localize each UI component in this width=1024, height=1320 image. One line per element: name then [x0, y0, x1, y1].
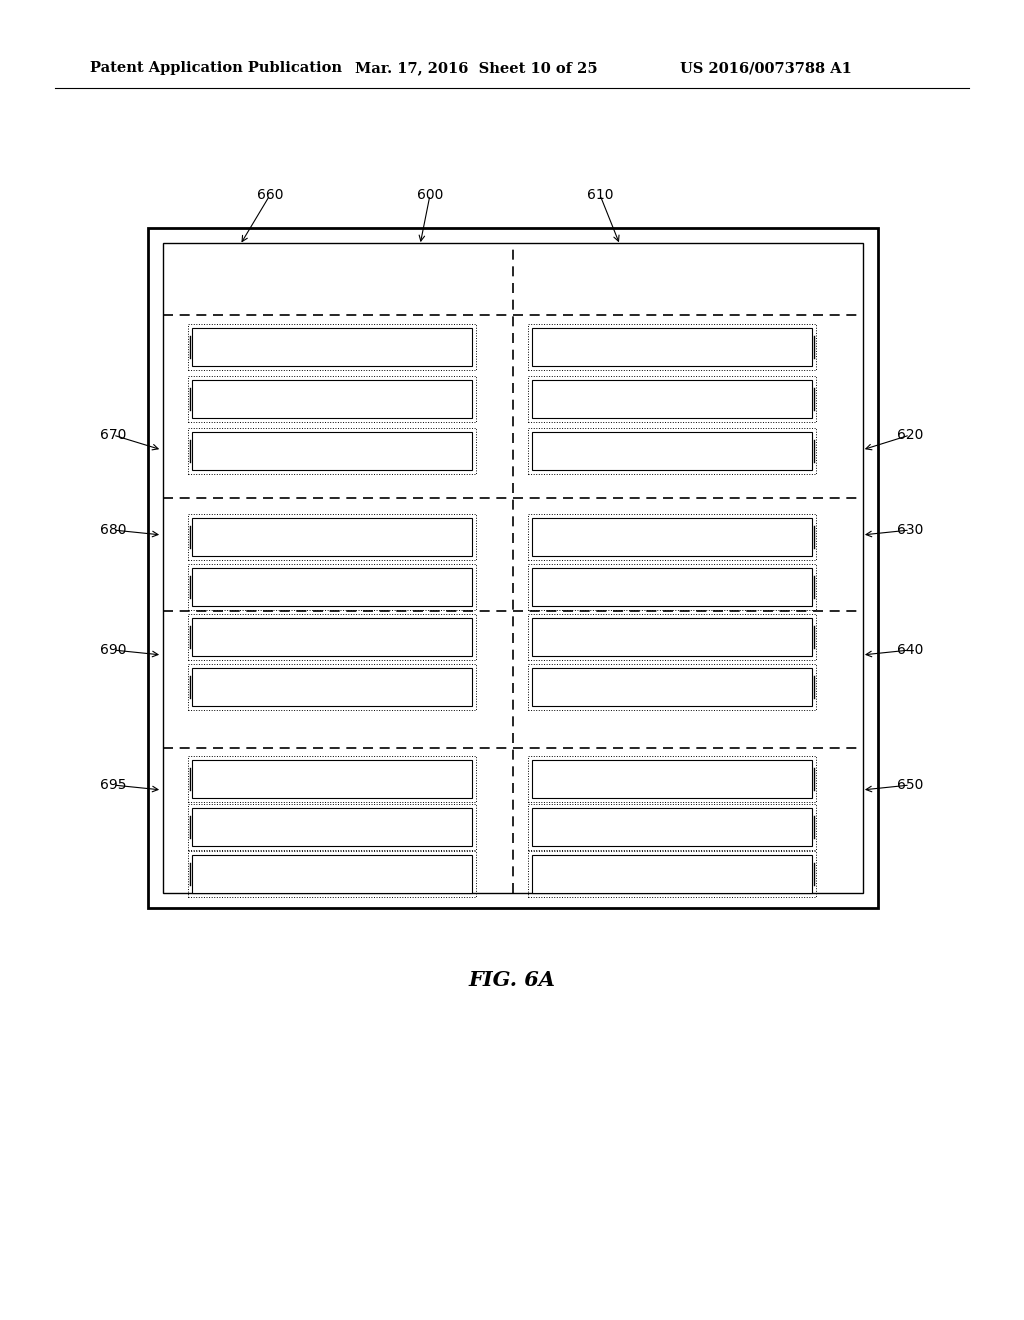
Bar [193, 568, 472, 606]
Text: 620: 620 [897, 428, 924, 442]
Text: 660: 660 [257, 187, 284, 202]
Bar [193, 380, 472, 418]
Text: Mar. 17, 2016  Sheet 10 of 25: Mar. 17, 2016 Sheet 10 of 25 [355, 61, 598, 75]
Bar [188, 513, 476, 560]
Bar [528, 513, 816, 560]
Text: 610: 610 [587, 187, 613, 202]
Bar [532, 760, 812, 799]
Text: Patent Application Publication: Patent Application Publication [90, 61, 342, 75]
Text: 680: 680 [99, 523, 126, 537]
Text: US 2016/0073788 A1: US 2016/0073788 A1 [680, 61, 852, 75]
Bar [193, 760, 472, 799]
Text: 600: 600 [417, 187, 443, 202]
Text: 630: 630 [897, 523, 924, 537]
Bar [188, 428, 476, 474]
Bar [193, 618, 472, 656]
Bar [532, 668, 812, 706]
Bar [528, 376, 816, 422]
Text: FIG. 6A: FIG. 6A [469, 970, 555, 990]
Bar [193, 517, 472, 556]
Bar [528, 756, 816, 803]
Bar [188, 564, 476, 610]
Bar [532, 327, 812, 366]
Bar [188, 614, 476, 660]
Bar [528, 323, 816, 370]
Text: 640: 640 [897, 643, 924, 657]
Bar [532, 517, 812, 556]
Text: 690: 690 [99, 643, 126, 657]
Bar [528, 804, 816, 850]
Bar [193, 327, 472, 366]
Bar [532, 432, 812, 470]
Bar [528, 564, 816, 610]
Bar [532, 855, 812, 894]
Bar [532, 808, 812, 846]
Bar [532, 568, 812, 606]
Bar [528, 614, 816, 660]
Bar [193, 808, 472, 846]
Text: 670: 670 [99, 428, 126, 442]
Bar [188, 804, 476, 850]
Bar [193, 432, 472, 470]
Bar [532, 618, 812, 656]
Bar [528, 851, 816, 898]
Bar [188, 376, 476, 422]
Text: 695: 695 [99, 777, 126, 792]
Bar [188, 323, 476, 370]
Bar [188, 756, 476, 803]
Bar [188, 851, 476, 898]
Bar [193, 668, 472, 706]
Bar [163, 243, 863, 894]
Text: 650: 650 [897, 777, 924, 792]
Bar [148, 228, 878, 908]
Bar [193, 855, 472, 894]
Bar [532, 380, 812, 418]
Bar [528, 664, 816, 710]
Bar [188, 664, 476, 710]
Bar [528, 428, 816, 474]
